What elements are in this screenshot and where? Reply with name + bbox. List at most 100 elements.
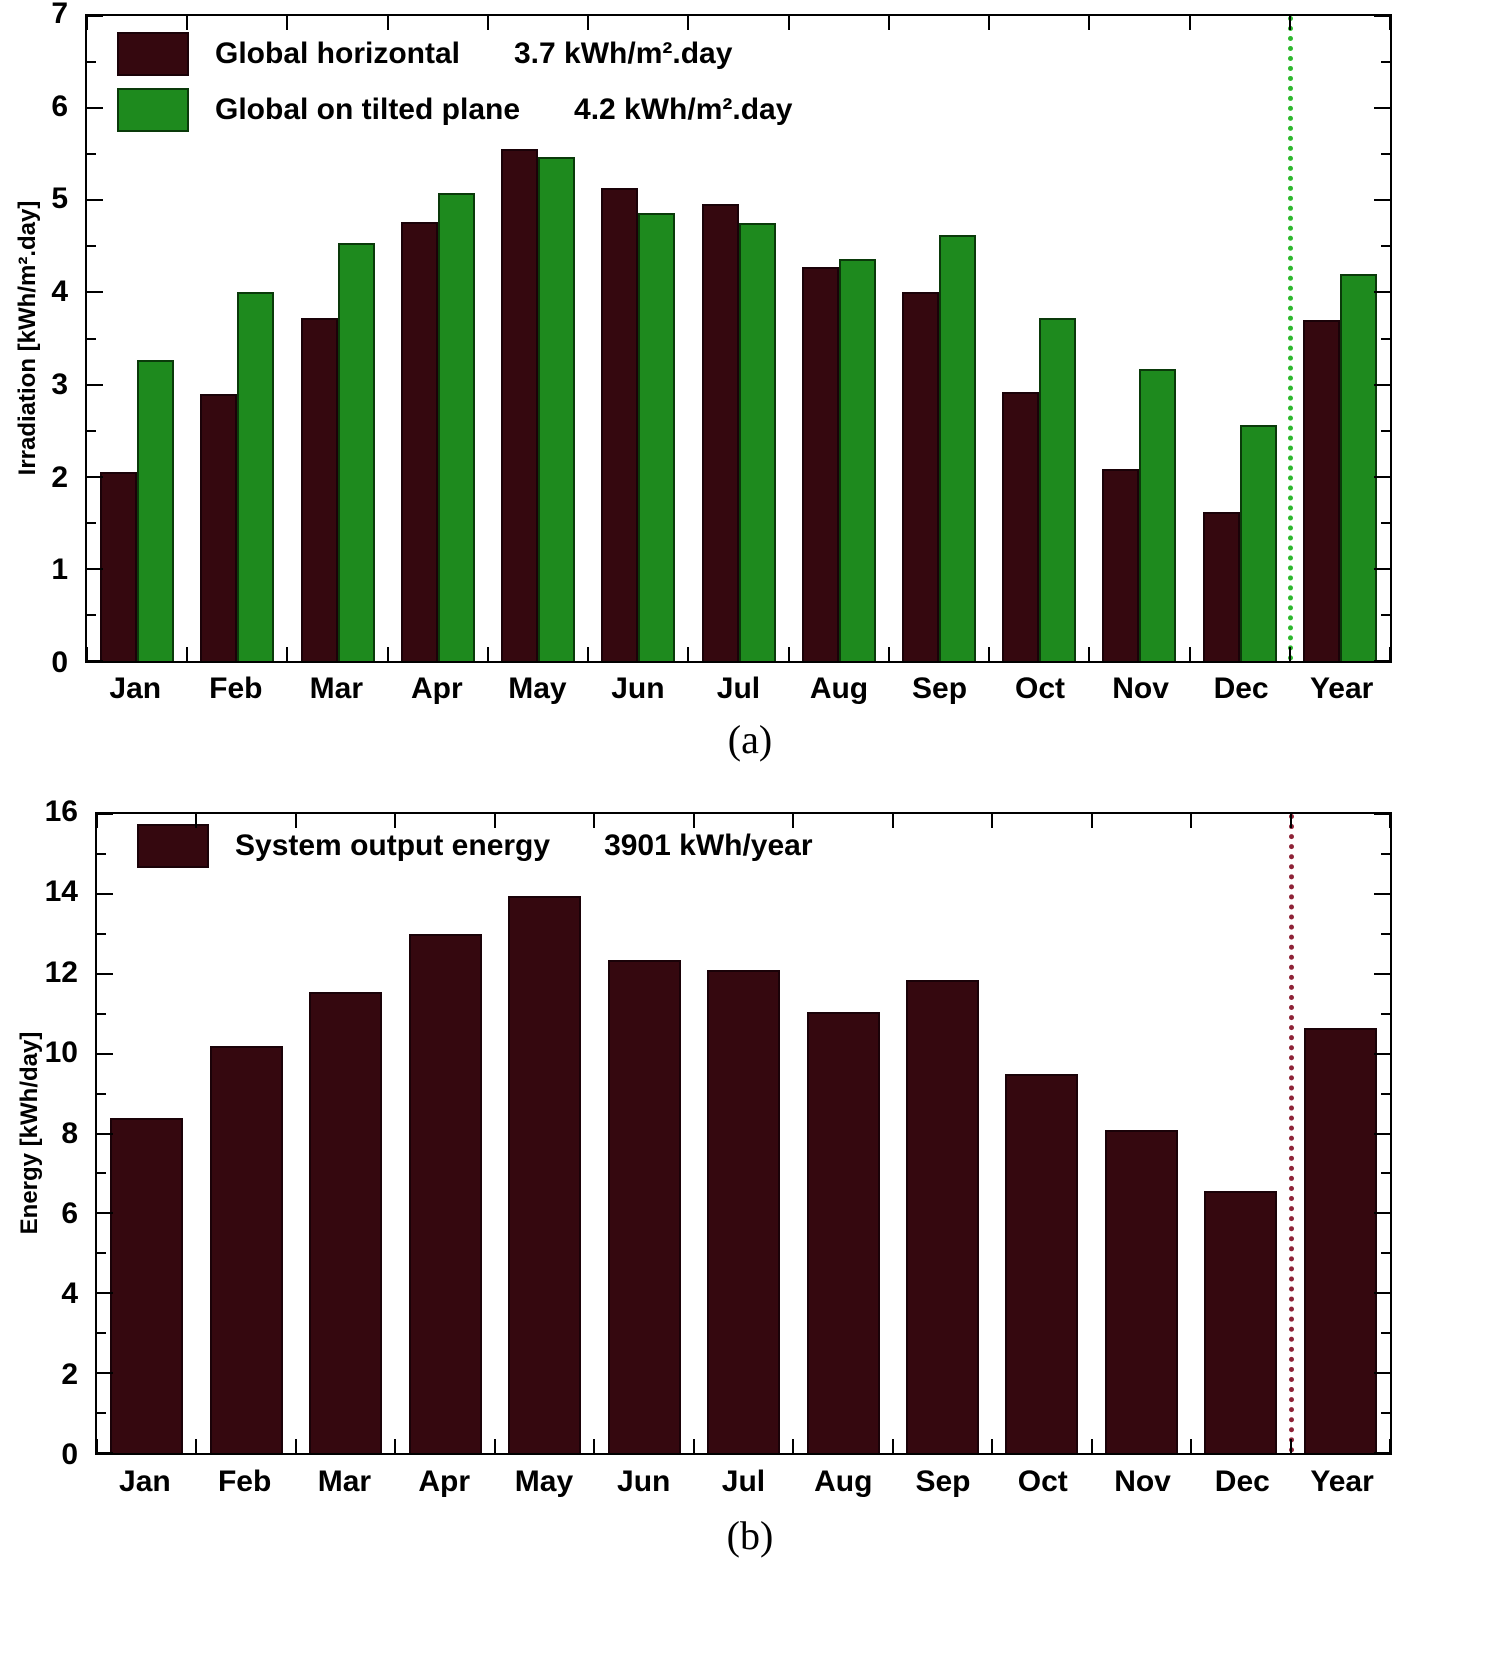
y-tick-label: 4 [61, 1277, 78, 1311]
bar-mar-global-horizontal [300, 318, 338, 661]
category-slot-year [1290, 16, 1390, 661]
y-tick-label: 7 [51, 0, 68, 30]
bar-feb-global-tilted-plane [237, 292, 275, 661]
x-tick [1288, 16, 1291, 30]
x-tick [294, 814, 297, 828]
y-minor-tick [87, 613, 96, 616]
x-label-sep: Sep [912, 672, 968, 705]
x-label-aug: Aug [814, 1465, 873, 1498]
y-tick-label: 10 [44, 1036, 78, 1070]
x-tick [991, 1439, 994, 1453]
y-tick-label: 3 [51, 367, 68, 401]
x-label-apr: Apr [411, 672, 463, 705]
x-tick [792, 814, 795, 828]
x-tick [891, 1439, 894, 1453]
x-tick [787, 16, 790, 30]
legend-swatch-global-tilted-plane [117, 88, 189, 132]
category-slot-year [1291, 814, 1390, 1453]
y-tick-label: 0 [51, 646, 68, 679]
x-label-mar: Mar [317, 1465, 372, 1498]
plot-area: System output energy 3901 kWh/year [95, 812, 1392, 1455]
legend-row-global-tilted-plane: Global on tilted plane 4.2 kWh/m².day [117, 88, 792, 132]
bar-may-system-output-energy [508, 895, 582, 1453]
x-tick [86, 16, 88, 30]
y-major-tick [97, 1292, 113, 1295]
x-label-nov: Nov [1114, 1465, 1171, 1498]
x-tick [988, 647, 991, 661]
x-label-jan: Jan [109, 672, 162, 705]
y-major-tick [87, 383, 103, 386]
y-tick-label: 5 [51, 182, 68, 216]
legend: System output energy 3901 kWh/year [137, 824, 813, 868]
x-tick [486, 16, 489, 30]
category-slot-apr [395, 814, 494, 1453]
y-minor-tick [97, 852, 106, 855]
x-tick [1088, 647, 1091, 661]
y-minor-tick [1381, 1412, 1390, 1415]
x-tick [493, 1439, 496, 1453]
y-minor-tick [87, 429, 96, 432]
y-major-tick [97, 1132, 113, 1135]
bar-jun-system-output-energy [607, 959, 681, 1453]
bar-jul-global-tilted-plane [738, 223, 776, 661]
x-label-jul: Jul [716, 672, 761, 705]
bar-jan-system-output-energy [110, 1117, 184, 1453]
y-minor-tick [1381, 1172, 1390, 1175]
bar-jun-global-horizontal [601, 188, 639, 661]
y-minor-tick [1381, 1332, 1390, 1335]
bar-apr-global-tilted-plane [437, 192, 475, 661]
x-label-dec: Dec [1214, 1465, 1270, 1498]
x-tick [692, 1439, 695, 1453]
x-tick [891, 814, 894, 828]
y-minor-tick [97, 1332, 106, 1335]
bar-year-global-horizontal [1302, 320, 1340, 661]
legend-label: Global on tilted plane [215, 93, 521, 126]
legend: Global horizontal 3.7 kWh/m².day Global on… [117, 32, 792, 132]
category-slot-dec [1190, 16, 1290, 661]
category-slot-may [495, 814, 594, 1453]
x-label-feb: Feb [209, 672, 263, 705]
y-minor-tick [1381, 153, 1390, 156]
x-tick [792, 1439, 795, 1453]
bars-container [87, 16, 1390, 661]
x-tick [1190, 1439, 1193, 1453]
y-tick-label: 6 [51, 89, 68, 123]
x-tick [286, 16, 289, 30]
x-tick [286, 647, 289, 661]
legend-label: System output energy [235, 829, 551, 862]
y-major-tick [97, 1452, 113, 1454]
category-slot-jan [97, 814, 196, 1453]
category-slot-apr [388, 16, 488, 661]
x-tick [887, 16, 890, 30]
y-major-tick [1374, 1212, 1390, 1215]
x-tick [787, 647, 790, 661]
x-tick [86, 647, 88, 661]
y-minor-tick [1381, 337, 1390, 340]
bar-jun-global-tilted-plane [638, 213, 676, 661]
y-minor-tick [97, 1252, 106, 1255]
bar-aug-global-tilted-plane [838, 259, 876, 661]
bar-nov-global-horizontal [1102, 469, 1140, 661]
y-minor-tick [1381, 521, 1390, 524]
category-slot-jul [694, 814, 793, 1453]
x-label-year: Year [1310, 1465, 1374, 1498]
x-tick [1188, 16, 1191, 30]
x-tick [493, 814, 496, 828]
y-major-tick [87, 291, 103, 294]
y-tick-label: 12 [44, 955, 78, 989]
y-tick-label: 16 [44, 795, 78, 828]
x-tick [96, 814, 98, 828]
caption-b: (b) [726, 1513, 774, 1558]
x-tick [991, 814, 994, 828]
y-major-tick [1374, 972, 1390, 975]
y-minor-tick [1381, 1252, 1390, 1255]
bar-nov-global-tilted-plane [1139, 368, 1177, 661]
x-tick [294, 1439, 297, 1453]
y-major-tick [97, 1052, 113, 1055]
category-slot-jul [688, 16, 788, 661]
x-label-may: May [508, 672, 567, 705]
category-slot-may [488, 16, 588, 661]
x-tick [386, 647, 389, 661]
x-tick [1389, 16, 1391, 30]
